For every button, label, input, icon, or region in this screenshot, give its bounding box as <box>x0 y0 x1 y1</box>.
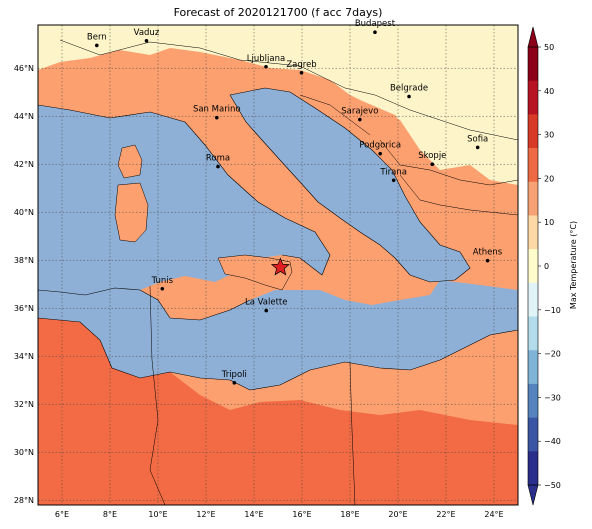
colorbar-segment <box>528 350 538 385</box>
city-dot <box>407 94 411 99</box>
star-marker <box>270 257 290 276</box>
lat-tick-label: 30°N <box>14 448 34 457</box>
city-label: Ljubljana <box>247 54 285 64</box>
colorbar-segment <box>528 80 538 115</box>
colorbar-tick-label: 40 <box>544 87 554 96</box>
city-label: Tripoli <box>221 370 247 380</box>
colorbar-tick-label: 0 <box>544 262 549 271</box>
colorbar-tick-label: −10 <box>544 306 561 315</box>
city-label: Bern <box>87 32 107 42</box>
lat-tick-label: 42°N <box>14 160 34 169</box>
map-title: Forecast of 2020121700 (f acc 7days) <box>173 6 383 19</box>
city-label: Athens <box>473 248 503 258</box>
star-marker-icon <box>270 257 290 276</box>
city-dot <box>264 308 269 313</box>
sardinia <box>114 144 149 243</box>
city-label: Podgorica <box>359 141 401 151</box>
city-dot <box>144 39 149 43</box>
city-label: Sarajevo <box>341 107 378 117</box>
colorbar: 50 40 30 20 10 0 −10 −20 −30 −40 −50 <box>527 26 561 506</box>
lon-tick-label: 14°E <box>244 510 263 519</box>
colorbar-segment <box>528 316 538 351</box>
lat-tick-label: 46°N <box>14 64 34 73</box>
city-label: Budapest <box>355 19 396 29</box>
lon-tick-label: 16°E <box>292 510 311 519</box>
lat-tick-label: 32°N <box>14 400 34 409</box>
city-label: Roma <box>206 154 230 164</box>
lon-tick-label: 22°E <box>436 510 455 519</box>
sea-area <box>38 88 518 390</box>
lat-tick-label: 38°N <box>14 256 34 265</box>
city-label: Tirana <box>379 167 407 177</box>
lon-tick-label: 8°E <box>103 510 117 519</box>
lat-tick-label: 44°N <box>14 112 34 121</box>
lon-tick-label: 6°E <box>55 510 69 519</box>
lat-tick-label: 34°N <box>14 352 34 361</box>
colorbar-label: Max Temperature (°C) <box>569 221 578 309</box>
sicily <box>217 254 293 291</box>
colorbar-segment <box>528 249 538 284</box>
city-dot <box>373 30 377 34</box>
city-dot <box>430 162 435 166</box>
city-dot <box>391 178 396 183</box>
lon-tick-label: 12°E <box>196 510 215 519</box>
city-dot <box>299 70 304 75</box>
coastline <box>38 87 518 391</box>
city-label: Vaduz <box>134 28 160 38</box>
colorbar-tick-label: −20 <box>544 350 561 359</box>
colorbar-tick-label: −50 <box>544 481 561 490</box>
colorbar-tick-label: 10 <box>544 218 554 227</box>
colorbar-segment <box>528 148 538 183</box>
colorbar-segment <box>528 417 538 452</box>
colorbar-segment <box>528 215 538 250</box>
map-frame <box>37 24 519 506</box>
colorbar-segment <box>528 282 538 317</box>
city-label: Belgrade <box>390 84 428 94</box>
city-label: San Marino <box>193 105 241 115</box>
axis-ticks: 28°N 30°N 32°N 34°N 36°N 38°N 40°N 42°N 44°N 46°N… <box>14 64 504 519</box>
colorbar-max-arrow <box>527 26 539 48</box>
city-dot <box>216 164 220 169</box>
city-dot <box>264 64 268 69</box>
city-dot <box>378 151 383 156</box>
city-dot <box>232 381 237 385</box>
lon-tick-label: 24°E <box>484 510 503 519</box>
lat-tick-label: 28°N <box>14 496 34 505</box>
colorbar-tick-label: −30 <box>544 393 561 402</box>
colorbar-segment <box>528 383 538 418</box>
city-dot <box>475 145 480 150</box>
lon-tick-label: 18°E <box>340 510 359 519</box>
lat-tick-label: 36°N <box>14 304 34 313</box>
city-dot <box>358 117 362 122</box>
colorbar-tick-label: 50 <box>544 43 554 52</box>
city-label: La Valette <box>245 298 288 308</box>
city-label: Sofia <box>467 134 488 144</box>
lon-tick-label: 10°E <box>148 510 167 519</box>
lat-tick-label: 40°N <box>14 208 34 217</box>
city-label: Tunis <box>151 276 174 286</box>
gridlines <box>38 25 518 505</box>
country-borders <box>59 39 518 505</box>
colorbar-tick-label: 20 <box>544 174 554 183</box>
warm-patch-balkans <box>300 78 410 150</box>
colorbar-segment <box>528 47 538 81</box>
city-dot <box>485 258 490 263</box>
city-label: Skopje <box>418 151 446 161</box>
colorbar-tick-label: −40 <box>544 437 561 446</box>
city-label: Zagreb <box>286 60 316 70</box>
city-dot <box>160 286 165 291</box>
colorbar-segment <box>528 114 538 149</box>
colorbar-segment <box>528 451 538 486</box>
city-dot <box>95 43 99 48</box>
lon-tick-label: 20°E <box>388 510 407 519</box>
colorbar-segment <box>528 181 538 216</box>
colorbar-min-arrow <box>527 484 539 506</box>
city-dot <box>215 115 219 120</box>
colorbar-tick-label: 30 <box>544 131 554 140</box>
